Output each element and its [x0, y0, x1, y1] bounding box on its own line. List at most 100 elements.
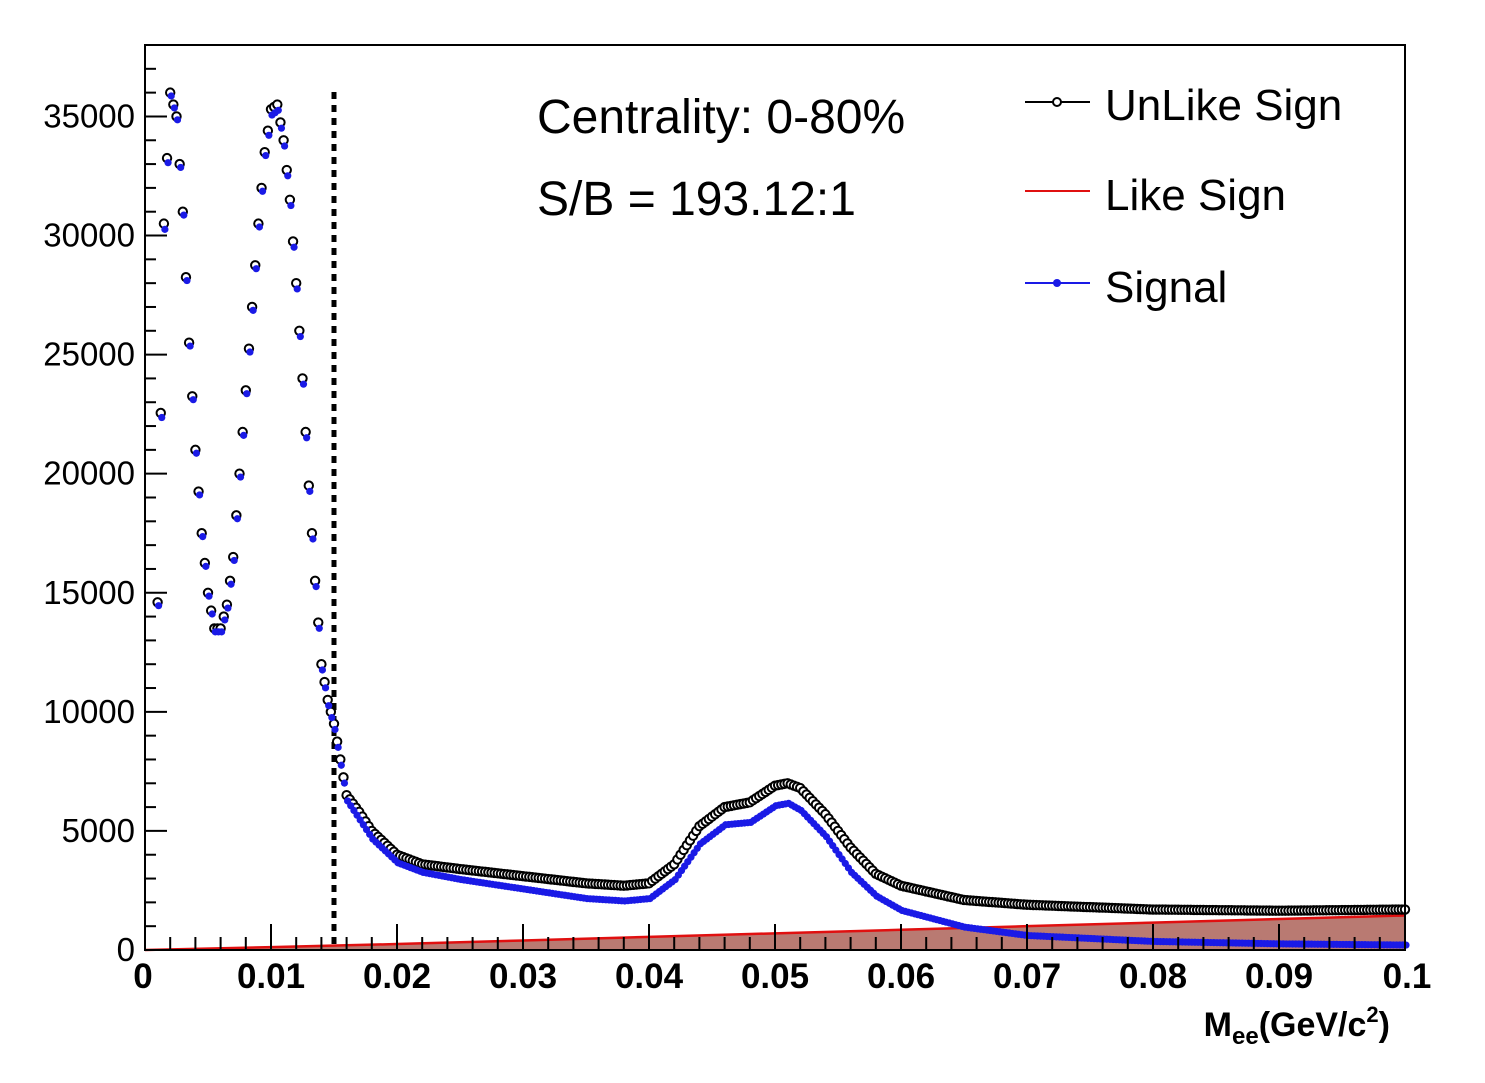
signal-point — [173, 116, 182, 124]
signal-point — [233, 515, 241, 523]
x-axis-title-sub: ee — [1232, 1023, 1259, 1050]
x-tick-label: 0.09 — [1245, 957, 1313, 996]
x-tick-label: 0.04 — [615, 957, 684, 996]
x-tick-label: 0.08 — [1119, 957, 1187, 996]
signal-point — [170, 104, 178, 112]
signal-point — [177, 163, 185, 172]
signal-point — [236, 473, 245, 481]
signal-point — [299, 380, 308, 388]
legend: UnLike Sign Like Sign Signal — [1025, 81, 1342, 312]
signal-point — [325, 702, 333, 710]
series-signal — [155, 92, 1410, 949]
x-tick-label: 0.01 — [237, 957, 305, 996]
signal-point — [199, 533, 207, 541]
y-tick-label: 25000 — [43, 336, 135, 373]
signal-point — [167, 92, 175, 100]
signal-point — [221, 616, 229, 624]
signal-point — [192, 449, 200, 457]
legend-label-like-sign: Like Sign — [1105, 171, 1286, 220]
signal-point — [189, 396, 197, 404]
signal-point — [249, 306, 257, 314]
signal-point — [227, 580, 235, 588]
y-tick-label: 15000 — [43, 574, 135, 611]
signal-point — [183, 276, 191, 285]
series-unlike-sign — [152, 87, 1411, 916]
signal-point — [208, 610, 216, 618]
signal-point — [337, 761, 345, 769]
y-tick-label: 5000 — [62, 812, 135, 849]
y-tick-label: 30000 — [43, 217, 135, 254]
signal-point — [306, 487, 314, 495]
signal-point — [258, 187, 267, 195]
x-tick-label: 0.06 — [867, 957, 935, 996]
x-tick-label: 0.1 — [1383, 957, 1432, 996]
legend-label-signal: Signal — [1105, 263, 1227, 312]
x-axis-title-unit: (GeV/c — [1259, 1006, 1367, 1044]
series-layer — [152, 87, 1411, 949]
signal-point — [281, 142, 289, 150]
x-axis-title: Mee(GeV/c2) — [1204, 1002, 1390, 1050]
axis-ticks — [144, 44, 1406, 951]
signal-point — [230, 556, 238, 565]
x-axis-title-sup: 2 — [1366, 1002, 1378, 1027]
signal-point — [180, 211, 188, 219]
signal-point — [164, 159, 172, 167]
signal-point — [331, 725, 339, 734]
signal-point — [161, 225, 169, 233]
signal-point — [303, 434, 311, 442]
y-tick-label: 10000 — [43, 693, 135, 730]
signal-point — [186, 342, 194, 350]
signal-point — [262, 151, 270, 160]
signal-point — [312, 583, 320, 591]
signal-point — [287, 201, 295, 210]
legend-label-unlike-sign: UnLike Sign — [1105, 81, 1342, 130]
signal-point — [340, 779, 349, 787]
y-tick-label: 35000 — [43, 97, 135, 134]
signal-point — [155, 602, 163, 610]
x-axis-title-main: M — [1204, 1006, 1232, 1044]
signal-point — [218, 628, 226, 636]
x-tick-label: 0.05 — [741, 957, 809, 996]
legend-entry-signal: Signal — [1025, 263, 1227, 312]
signal-point — [296, 332, 304, 341]
x-tick-labels: 0 0.01 0.02 0.03 0.04 0.05 0.06 0.07 0.08 0.09 0.1 — [133, 957, 1431, 996]
signal-point — [246, 348, 254, 356]
legend-entry-unlike-sign: UnLike Sign — [1025, 81, 1342, 130]
signal-point — [290, 243, 298, 251]
signal-point — [321, 684, 330, 692]
x-tick-label: 0.02 — [363, 957, 431, 996]
y-tick-label: 0 — [117, 931, 135, 968]
x-tick-label: 0.07 — [993, 957, 1061, 996]
signal-point — [195, 491, 204, 499]
signal-point — [265, 131, 273, 139]
annotation-signal-to-background: S/B = 193.12:1 — [537, 173, 856, 226]
signal-point — [240, 431, 248, 439]
x-tick-label: 0.03 — [489, 957, 557, 996]
legend-entry-like-sign: Like Sign — [1025, 171, 1286, 220]
signal-point — [252, 265, 260, 273]
x-axis-title-close: ) — [1379, 1006, 1390, 1044]
signal-point — [318, 666, 326, 674]
y-tick-label: 20000 — [43, 455, 135, 492]
signal-point — [315, 624, 323, 632]
signal-point — [255, 223, 263, 231]
signal-point — [328, 714, 336, 722]
signal-point — [284, 172, 292, 180]
signal-point — [293, 285, 301, 293]
signal-point — [277, 124, 286, 132]
signal-point — [309, 535, 317, 543]
annotation-centrality: Centrality: 0-80% — [537, 91, 905, 144]
signal-point — [202, 562, 210, 570]
x-tick-label: 0 — [133, 957, 152, 996]
signal-point — [274, 106, 282, 114]
legend-marker-unlike-circle — [1052, 97, 1062, 107]
signal-point — [243, 390, 251, 398]
signal-point — [334, 743, 342, 751]
signal-point — [205, 592, 213, 600]
y-tick-labels: 0 5000 10000 15000 20000 25000 30000 35000 — [43, 97, 135, 968]
legend-marker-signal-dot — [1053, 279, 1061, 287]
signal-point — [224, 604, 232, 612]
signal-point — [158, 413, 166, 422]
